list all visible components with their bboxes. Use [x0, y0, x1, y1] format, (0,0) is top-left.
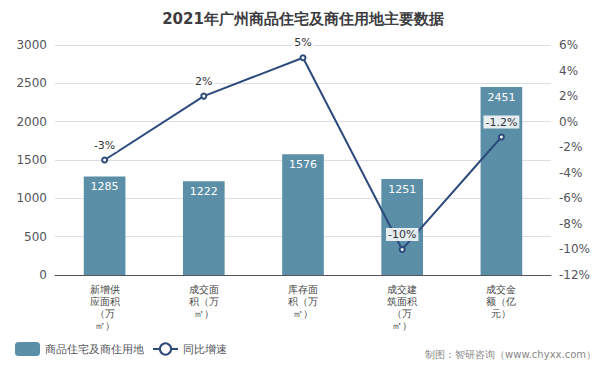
- svg-text:同比增速: 同比增速: [183, 343, 227, 356]
- svg-text:制图：智研咨询（www.chyxx.com）: 制图：智研咨询（www.chyxx.com）: [425, 349, 596, 360]
- svg-text:0: 0: [39, 268, 47, 282]
- svg-text:元）: 元）: [491, 308, 511, 319]
- svg-text:筑面积: 筑面积: [387, 296, 417, 307]
- svg-text:2451: 2451: [487, 91, 515, 104]
- svg-text:1000: 1000: [16, 191, 47, 205]
- svg-text:成交金: 成交金: [486, 284, 516, 295]
- svg-text:5%: 5%: [294, 36, 311, 49]
- svg-text:积（万: 积（万: [288, 296, 318, 307]
- svg-text:㎡）: ㎡）: [293, 308, 313, 319]
- svg-text:商品住宅及商住用地: 商品住宅及商住用地: [45, 343, 144, 356]
- svg-text:2000: 2000: [16, 115, 47, 129]
- svg-text:-2%: -2%: [559, 140, 582, 154]
- svg-text:㎡）: ㎡）: [95, 320, 115, 331]
- svg-text:6%: 6%: [559, 38, 578, 52]
- svg-text:成交面: 成交面: [189, 284, 219, 295]
- svg-text:1285: 1285: [91, 180, 119, 193]
- svg-text:-4%: -4%: [559, 166, 582, 180]
- svg-text:-1.2%: -1.2%: [485, 116, 517, 129]
- svg-text:1251: 1251: [388, 183, 416, 196]
- svg-text:3000: 3000: [16, 38, 47, 52]
- svg-text:-12%: -12%: [559, 268, 590, 282]
- svg-text:4%: 4%: [559, 64, 578, 78]
- svg-text:应面积: 应面积: [90, 296, 120, 307]
- svg-text:新增供: 新增供: [90, 284, 120, 295]
- svg-text:500: 500: [24, 230, 47, 244]
- svg-text:-10%: -10%: [559, 242, 590, 256]
- svg-text:（万: （万: [392, 308, 412, 319]
- svg-text:㎡）: ㎡）: [392, 320, 412, 331]
- svg-text:㎡）: ㎡）: [194, 308, 214, 319]
- svg-text:2500: 2500: [16, 76, 47, 90]
- svg-text:0%: 0%: [559, 115, 578, 129]
- svg-text:2%: 2%: [195, 75, 212, 88]
- svg-text:2021年广州商品住宅及商住用地主要数据: 2021年广州商品住宅及商住用地主要数据: [162, 10, 444, 28]
- svg-text:-3%: -3%: [94, 139, 115, 152]
- svg-text:额（亿: 额（亿: [486, 296, 516, 307]
- svg-text:（万: （万: [95, 308, 115, 319]
- svg-text:-8%: -8%: [559, 217, 582, 231]
- svg-text:-10%: -10%: [388, 228, 416, 241]
- svg-text:1576: 1576: [289, 158, 317, 171]
- svg-text:-6%: -6%: [559, 191, 582, 205]
- svg-text:2%: 2%: [559, 89, 578, 103]
- svg-text:成交建: 成交建: [387, 284, 417, 295]
- svg-text:积（万: 积（万: [189, 296, 219, 307]
- svg-text:1500: 1500: [16, 153, 47, 167]
- svg-text:1222: 1222: [190, 185, 218, 198]
- svg-text:库存面: 库存面: [288, 284, 318, 295]
